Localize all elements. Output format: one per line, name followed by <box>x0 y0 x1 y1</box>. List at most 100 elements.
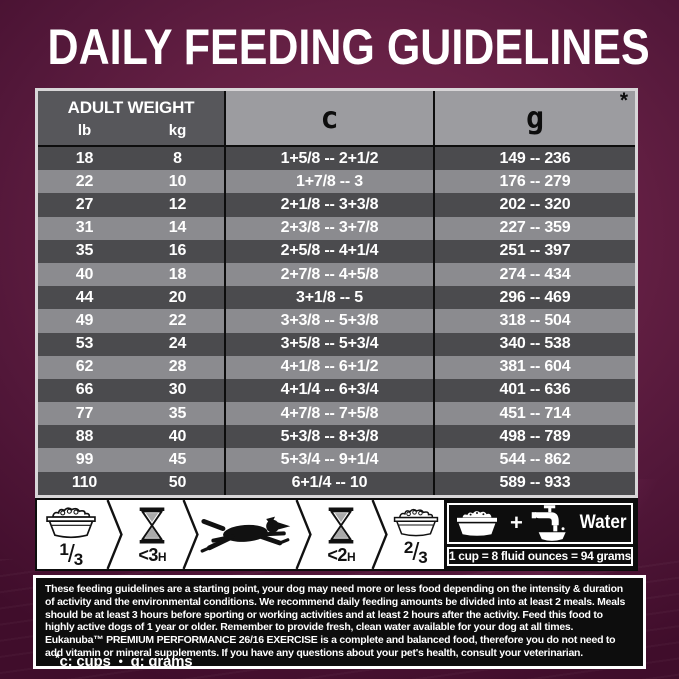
time-before-label: <3H <box>138 546 166 564</box>
cell-lb: 88 <box>75 427 94 445</box>
fraction-numerator: 1 <box>59 540 69 560</box>
cell-cups: 2+5/8 -- 4+1/4 <box>224 239 433 263</box>
fraction-denominator: 3 <box>418 548 428 568</box>
cell-cups: 4+7/8 -- 7+5/8 <box>224 402 433 426</box>
cell-kg: 45 <box>168 451 187 469</box>
footnote-cups: c: cups <box>59 653 111 670</box>
cell-lb: 62 <box>75 358 94 376</box>
activity-segment <box>199 500 295 569</box>
footnote-separator: • <box>118 654 123 668</box>
fraction-denominator: 3 <box>73 550 84 570</box>
cell-lb: 77 <box>75 404 94 422</box>
table-row: 31 14 2+3/8 -- 3+7/8 227 -- 359 <box>38 216 635 240</box>
table-header: ADULT WEIGHT lb kg c g * <box>38 89 635 147</box>
cell-cups: 4+1/4 -- 6+3/4 <box>224 378 433 403</box>
footnote-grams: g: grams <box>130 653 193 670</box>
cell-kg: 28 <box>168 358 187 376</box>
cell-grams: 149 -- 236 <box>433 147 635 171</box>
cell-cups: 1+7/8 -- 3 <box>224 170 433 194</box>
time-value: <3 <box>138 544 158 565</box>
footnote: *c: cups • g: grams <box>55 651 193 670</box>
cell-cups: 3+5/8 -- 5+3/4 <box>224 332 433 356</box>
table-row: 110 50 6+1/4 -- 10 589 -- 933 <box>38 471 635 495</box>
table-body: 18 8 1+5/8 -- 2+1/2 149 -- 236 22 10 1+7/8 -- … <box>38 147 635 495</box>
cell-grams: 296 -- 469 <box>433 286 635 310</box>
chevron-separator-icon <box>106 499 123 569</box>
fraction-slash: / <box>67 540 75 569</box>
cell-grams: 251 -- 397 <box>433 239 635 263</box>
table-row: 35 16 2+5/8 -- 4+1/4 251 -- 397 <box>38 239 635 263</box>
water-label: Water <box>579 512 627 534</box>
cell-grams: 202 -- 320 <box>433 193 635 217</box>
table-row: 88 40 5+3/8 -- 8+3/8 498 -- 789 <box>38 425 635 449</box>
cell-grams: 544 -- 862 <box>433 448 635 472</box>
time-after-segment: <2H <box>312 500 371 569</box>
table-row: 53 24 3+5/8 -- 5+3/4 340 -- 538 <box>38 332 635 356</box>
cell-kg: 16 <box>168 242 187 260</box>
cell-cups: 2+1/8 -- 3+3/8 <box>224 193 433 217</box>
table-row: 18 8 1+5/8 -- 2+1/2 149 -- 236 <box>38 147 635 171</box>
table-row: 40 18 2+7/8 -- 4+5/8 274 -- 434 <box>38 262 635 287</box>
weight-units: lb kg <box>38 122 224 139</box>
cell-grams: 381 -- 604 <box>433 355 635 379</box>
cell-cups: 5+3/4 -- 9+1/4 <box>224 448 433 472</box>
cell-lb: 27 <box>75 195 94 213</box>
cell-cups: 3+1/8 -- 5 <box>224 286 433 310</box>
cell-grams: 589 -- 933 <box>433 471 635 495</box>
feeding-notes: These feeding guidelines are a starting … <box>33 575 646 669</box>
fraction-slash: / <box>412 538 420 567</box>
cell-kg: 24 <box>168 335 187 353</box>
cell-kg: 8 <box>173 149 182 167</box>
cell-lb: 44 <box>75 288 94 306</box>
cell-lb: 35 <box>75 242 94 260</box>
time-unit: H <box>157 549 167 564</box>
cell-lb: 99 <box>75 451 94 469</box>
cups-column-header: c <box>224 91 433 145</box>
cell-grams: 451 -- 714 <box>433 402 635 426</box>
table-row: 62 28 4+1/8 -- 6+1/2 381 -- 604 <box>38 355 635 379</box>
cell-kg: 20 <box>168 288 187 306</box>
cell-kg: 40 <box>168 427 187 445</box>
water-reminder-row: + Water <box>446 502 633 544</box>
cup-equivalence: 1 cup = 8 fluid ounces = 94 grams <box>446 546 633 566</box>
kg-column-header: kg <box>168 122 187 139</box>
cell-kg: 18 <box>168 265 187 283</box>
grams-abbrev: g <box>525 100 545 136</box>
cell-grams: 176 -- 279 <box>433 170 635 194</box>
cell-grams: 227 -- 359 <box>433 216 635 240</box>
chevron-separator-icon <box>295 499 312 569</box>
cell-cups: 6+1/4 -- 10 <box>224 471 433 495</box>
cell-kg: 10 <box>168 172 187 190</box>
table-row: 66 30 4+1/4 -- 6+3/4 401 -- 636 <box>38 378 635 403</box>
feeding-table: ADULT WEIGHT lb kg c g * 18 8 1+5/8 -- 2+1… <box>35 88 638 498</box>
adult-weight-label: ADULT WEIGHT <box>67 98 195 117</box>
cell-kg: 12 <box>168 195 187 213</box>
footnote-asterisk: * <box>55 651 60 665</box>
cell-cups: 2+7/8 -- 4+5/8 <box>224 262 433 287</box>
grams-column-header: g * <box>433 89 635 145</box>
cell-grams: 318 -- 504 <box>433 309 635 333</box>
table-row: 27 12 2+1/8 -- 3+3/8 202 -- 320 <box>38 193 635 217</box>
fraction-numerator: 2 <box>403 538 414 558</box>
time-unit: H <box>346 549 356 564</box>
cell-lb: 66 <box>75 381 94 399</box>
feeding-icon-strip: 1/3 <3H <box>35 497 638 571</box>
cell-kg: 35 <box>168 404 187 422</box>
cell-kg: 22 <box>168 311 187 329</box>
portion-second-segment: 2/3 <box>388 500 444 569</box>
table-row: 44 20 3+1/8 -- 5 296 -- 469 <box>38 286 635 310</box>
chevron-separator-icon <box>371 499 388 569</box>
hourglass-icon <box>328 507 354 544</box>
table-row: 77 35 4+7/8 -- 7+5/8 451 -- 714 <box>38 402 635 426</box>
table-row: 99 45 5+3/4 -- 9+1/4 544 -- 862 <box>38 448 635 472</box>
table-row: 49 22 3+3/8 -- 5+3/8 318 -- 504 <box>38 309 635 333</box>
asterisk-footnote-marker: * <box>619 89 628 112</box>
table-row: 22 10 1+7/8 -- 3 176 -- 279 <box>38 170 635 194</box>
water-reminder-box: + Water 1 cup = 8 fluid ounces = 94 gram… <box>443 499 636 569</box>
cell-grams: 498 -- 789 <box>433 425 635 449</box>
portion-second-fraction: 2/3 <box>403 538 428 568</box>
cell-lb: 18 <box>75 149 94 167</box>
lb-column-header: lb <box>77 122 92 139</box>
time-after-label: <2H <box>327 546 355 564</box>
running-dog-icon <box>200 516 290 553</box>
